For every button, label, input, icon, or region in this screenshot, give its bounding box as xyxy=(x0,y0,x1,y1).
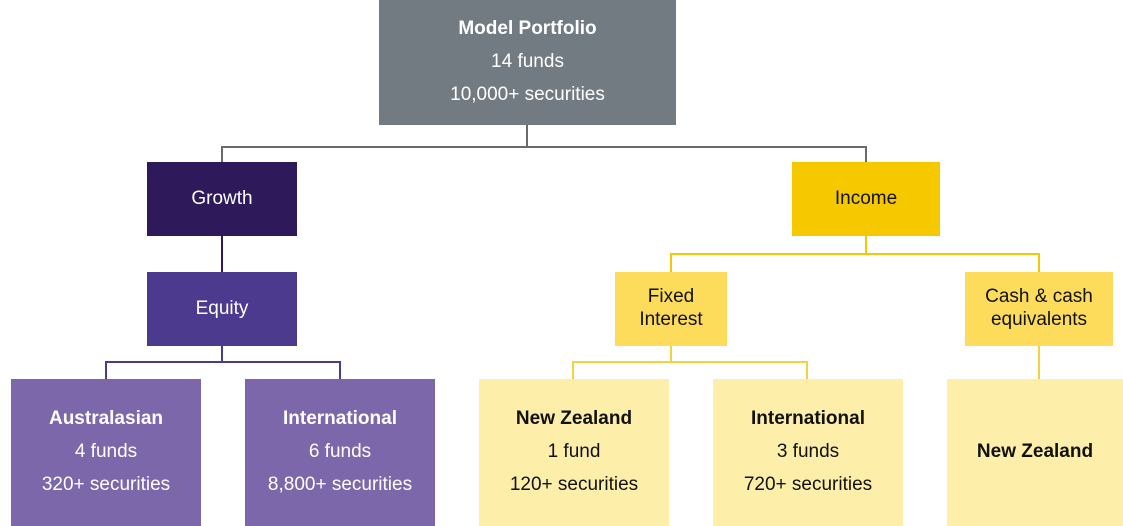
node: International 3 funds 720+ securities xyxy=(713,379,903,526)
node-title: Income xyxy=(834,187,898,209)
node: Cash & cash equivalents xyxy=(965,272,1113,346)
node: Australasian 4 funds 320+ securities xyxy=(11,379,201,526)
node-title: Australasian xyxy=(48,408,164,430)
node-title: New Zealand xyxy=(976,441,1094,463)
node: New Zealand 1 fund 120+ securities xyxy=(479,379,669,526)
node: Model Portfolio 14 funds 10,000+ securitie… xyxy=(379,0,676,125)
node-title: Growth xyxy=(191,187,253,209)
node-detail: 320+ securities xyxy=(41,473,171,495)
node-detail: 6 funds xyxy=(308,441,372,463)
node: International 6 funds 8,800+ securities xyxy=(245,379,435,526)
node: Growth xyxy=(147,162,297,236)
node-title: New Zealand xyxy=(515,408,633,430)
node: New Zealand xyxy=(947,379,1123,526)
connector xyxy=(221,125,528,162)
connector xyxy=(105,361,341,379)
node-detail: 14 funds xyxy=(491,51,564,73)
node-detail: 10,000+ securities xyxy=(450,83,605,105)
node-title: Equity xyxy=(195,297,249,319)
node-title: Fixed Interest xyxy=(639,286,703,330)
node-title: International xyxy=(750,408,865,430)
node-detail: 720+ securities xyxy=(743,473,873,495)
node-detail: 4 funds xyxy=(74,441,138,463)
node-detail: 120+ securities xyxy=(509,473,639,495)
connector xyxy=(572,361,808,379)
node-title: International xyxy=(282,408,397,430)
connector xyxy=(670,253,1040,272)
node-detail: 1 fund xyxy=(547,441,601,463)
node-detail: 3 funds xyxy=(776,441,840,463)
node-title: Cash & cash equivalents xyxy=(985,286,1093,330)
connector xyxy=(527,146,867,162)
node: Equity xyxy=(147,272,297,346)
node: Fixed Interest xyxy=(615,272,727,346)
node: Income xyxy=(792,162,940,236)
node-title: Model Portfolio xyxy=(458,18,597,40)
node-detail: 8,800+ securities xyxy=(267,473,413,495)
